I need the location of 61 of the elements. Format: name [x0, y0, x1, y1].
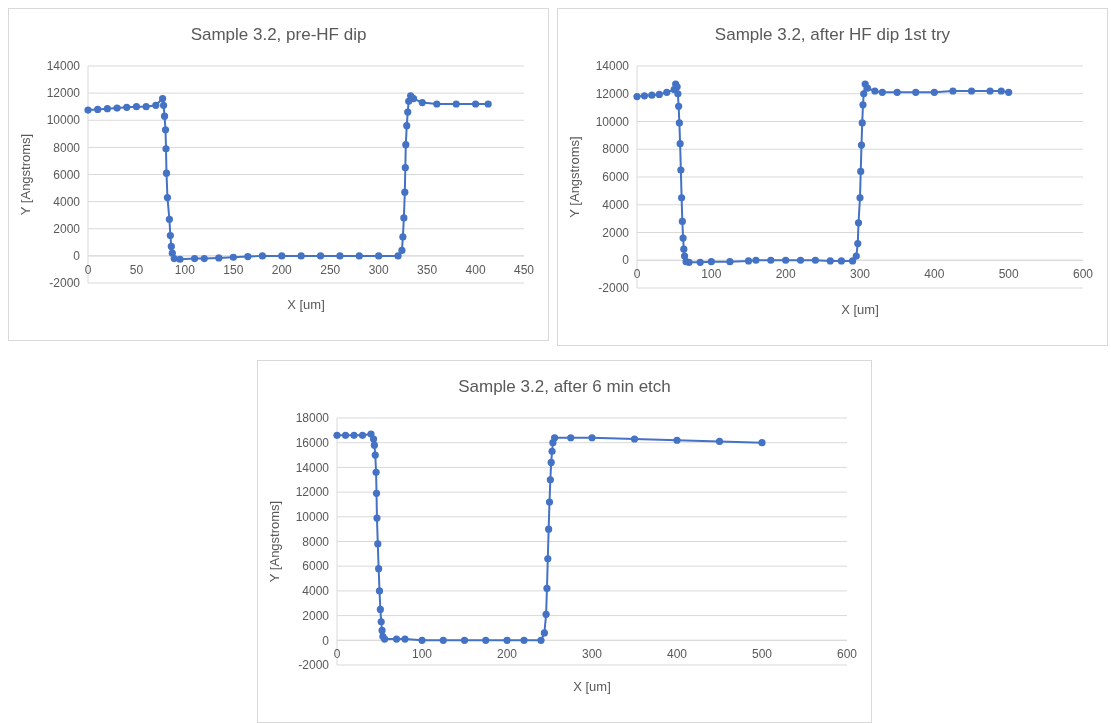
x-tick-label: 250 — [320, 262, 341, 277]
x-tick-label: 300 — [849, 267, 871, 282]
x-tick-label: 0 — [333, 647, 341, 662]
x-axis-title: X [um] — [573, 679, 611, 694]
x-tick-label: 100 — [174, 262, 196, 277]
x-tick-label: 100 — [701, 267, 722, 282]
y-tick-label: 12000 — [46, 86, 81, 101]
y-tick-label: 4000 — [53, 194, 81, 209]
y-tick-label: 0 — [73, 249, 81, 264]
x-tick-label: 200 — [271, 262, 293, 277]
x-axis-title: X [um] — [841, 302, 879, 317]
x-tick-label: 600 — [1072, 267, 1094, 282]
y-axis-title: Y [Angstroms] — [18, 133, 33, 216]
y-tick-label: -2000 — [49, 276, 81, 291]
y-tick-label: 8000 — [53, 140, 81, 155]
x-tick-label: 200 — [496, 647, 518, 662]
y-tick-label: -2000 — [598, 281, 630, 296]
y-tick-label: 4000 — [302, 584, 330, 599]
x-tick-label: 200 — [775, 267, 796, 282]
x-tick-label: 150 — [223, 262, 244, 277]
x-tick-label: 450 — [513, 262, 535, 277]
chart-title: Sample 3.2, after HF dip 1st try — [714, 25, 951, 44]
y-tick-label: 14000 — [46, 59, 81, 74]
y-tick-label: 10000 — [46, 113, 81, 128]
y-tick-label: 6000 — [302, 559, 330, 574]
y-tick-label: 14000 — [295, 460, 330, 475]
x-axis-title: X [um] — [287, 297, 325, 312]
chart-title: Sample 3.2, pre-HF dip — [190, 25, 367, 44]
x-tick-label: 0 — [633, 267, 641, 282]
y-axis-title: Y [Angstroms] — [267, 500, 282, 583]
x-tick-label: 400 — [465, 262, 486, 277]
y-tick-label: 12000 — [595, 86, 630, 101]
y-tick-label: 10000 — [595, 114, 630, 129]
x-tick-label: 0 — [84, 262, 92, 277]
x-tick-label: 350 — [417, 262, 438, 277]
y-tick-label: 6000 — [602, 170, 630, 185]
x-tick-label: 600 — [836, 647, 858, 662]
y-tick-label: 16000 — [295, 435, 330, 450]
y-tick-label: -2000 — [298, 658, 330, 673]
chart-title: Sample 3.2, after 6 min etch — [458, 377, 671, 396]
y-tick-label: 8000 — [602, 142, 630, 157]
y-axis-title: Y [Angstroms] — [567, 136, 582, 218]
y-tick-label: 0 — [322, 633, 330, 648]
x-tick-label: 300 — [368, 262, 389, 277]
y-tick-label: 8000 — [302, 534, 330, 549]
x-tick-label: 300 — [581, 647, 603, 662]
y-tick-label: 14000 — [595, 59, 630, 74]
x-tick-label: 400 — [924, 267, 945, 282]
x-tick-label: 50 — [129, 262, 144, 277]
y-tick-label: 4000 — [602, 197, 630, 212]
y-tick-label: 2000 — [302, 608, 330, 623]
y-tick-label: 18000 — [295, 411, 330, 426]
y-tick-label: 6000 — [53, 167, 81, 182]
y-tick-label: 10000 — [295, 510, 330, 524]
x-tick-label: 500 — [998, 267, 1019, 282]
y-tick-label: 12000 — [295, 485, 330, 500]
x-tick-label: 400 — [666, 647, 688, 662]
x-tick-label: 500 — [751, 647, 773, 662]
x-tick-label: 100 — [411, 647, 433, 662]
y-tick-label: 2000 — [602, 225, 630, 240]
y-tick-label: 2000 — [53, 221, 81, 236]
